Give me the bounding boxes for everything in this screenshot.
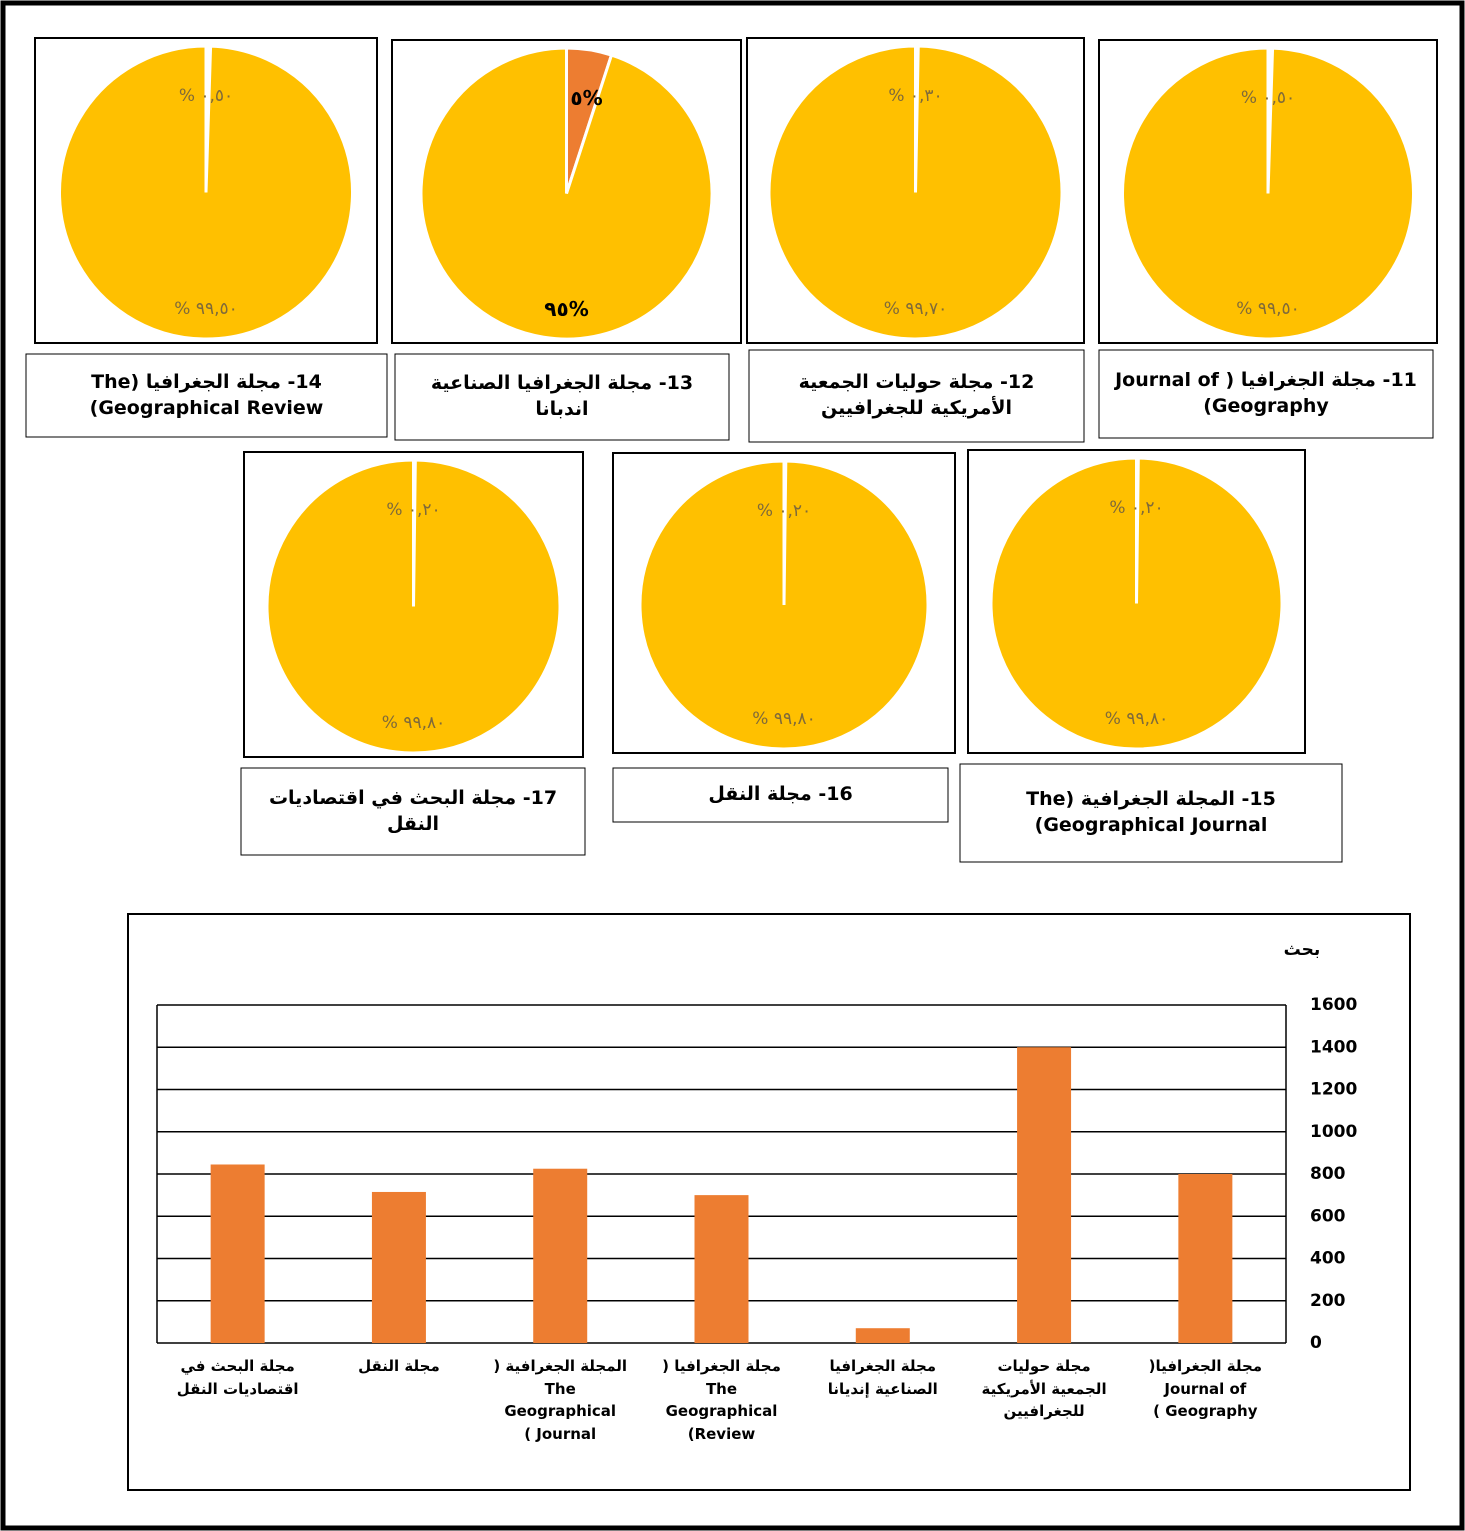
y-tick-label: 400 (1310, 1249, 1346, 1269)
y-tick-label: 200 (1310, 1291, 1346, 1311)
caption-frame (959, 763, 1343, 863)
pie-value-label-box: %٩٥ (544, 297, 589, 321)
pie-value-label-box: ٠,٥٠ % (1240, 87, 1296, 108)
pie-value-label-box: ٩٩,٥٠ % (1236, 298, 1300, 319)
pie-caption-box: 16- مجلة النقل (708, 783, 853, 806)
x-tick-label-box: مجلة الجغرافيا الصناعية إنديانا (827, 1357, 938, 1398)
caption-frame (25, 353, 388, 438)
x-tick-label-box: مجلة البحث في اقتصاديات النقل (176, 1357, 299, 1398)
pie-caption-box: 12- مجلة حوليات الجمعية الأمريكية للجغرا… (798, 371, 1035, 419)
caption-frame (394, 353, 730, 441)
x-tick-label: مجلة البحث في اقتصاديات النقل (176, 1357, 299, 1398)
pie-value-label-box: ٩٩,٥٠ % (174, 298, 238, 319)
bar (371, 1191, 426, 1343)
pie-caption-box: 14- مجلة الجغرافيا (The Geographical Rev… (89, 370, 324, 419)
pie-value-label: ٠,٣٠ % (888, 85, 943, 106)
bar (694, 1195, 749, 1343)
pie-value-label-box: ٠,٣٠ % (888, 85, 943, 106)
pie-value-label: ٩٩,٥٠ % (174, 298, 238, 319)
pie-value-label-box: ٠,٢٠ % (1109, 497, 1164, 518)
pie-value-label: ٠,٢٠ % (756, 500, 812, 521)
caption-frame (240, 767, 586, 856)
pie-value-label-box: ٠,٢٠ % (386, 499, 441, 520)
pie-caption-box: 15- المجلة الجغرافية (The Geographical J… (1026, 788, 1276, 836)
y-tick-label: 1200 (1310, 1080, 1357, 1100)
pie-caption-box: 13- مجلة الجغرافيا الصناعية اندبانا (430, 372, 694, 420)
pie-value-label-box: ٩٩,٨٠ % (752, 708, 816, 729)
bar (1017, 1047, 1072, 1343)
caption-frame (1098, 349, 1434, 439)
pie-caption: 14- مجلة الجغرافيا (The Geographical Rev… (89, 370, 324, 419)
pie-slice (265, 458, 562, 755)
pie-value-label: %٩٥ (544, 297, 589, 321)
x-tick-label-box: مجلة النقل (358, 1357, 440, 1375)
pie-slice (767, 44, 1064, 341)
bar (855, 1328, 910, 1343)
bar (533, 1168, 588, 1343)
pie-caption: 16- مجلة النقل (708, 783, 853, 806)
pie-value-label-box: ٩٩,٨٠ % (381, 712, 446, 733)
pie-slice (989, 456, 1284, 751)
y-tick-label: 600 (1310, 1206, 1346, 1226)
pie-caption: 13- مجلة الجغرافيا الصناعية اندبانا (430, 372, 694, 420)
y-tick-label: 0 (1310, 1333, 1322, 1353)
pie-value-label-box: ٩٩,٨٠ % (1104, 708, 1169, 729)
y-tick-label: 1400 (1310, 1037, 1357, 1057)
pie-value-label: ٩٩,٧٠ % (883, 298, 948, 319)
bar (210, 1164, 265, 1343)
pie-slice (1121, 46, 1415, 341)
pie-value-label: %٥ (570, 86, 603, 110)
pie-slice (638, 459, 930, 751)
pie-value-label: ٩٩,٨٠ % (381, 712, 446, 733)
pie-caption: 11- مجلة الجغرافيا ( Journal of Geograph… (1115, 369, 1417, 417)
pie-value-label: ٩٩,٨٠ % (752, 708, 816, 729)
x-tick-label: مجلة الجغرافيا ( The Geographical Review… (662, 1357, 781, 1443)
pie-value-label-box: ٠,٥٠ % (178, 85, 234, 106)
pie-value-label: ٠,٢٠ % (386, 499, 441, 520)
pie-value-label: ٠,٥٠ % (1240, 87, 1296, 108)
pie-caption-box: 17- مجلة البحث في اقتصاديات النقل (268, 786, 558, 835)
pie-caption: 12- مجلة حوليات الجمعية الأمريكية للجغرا… (798, 371, 1035, 419)
y-tick-label: 800 (1310, 1164, 1346, 1184)
x-tick-label: مجلة الجغرافيا الصناعية إنديانا (827, 1357, 938, 1398)
pie-value-label: ٩٩,٥٠ % (1236, 298, 1300, 319)
y-tick-label: 1000 (1310, 1122, 1357, 1142)
x-tick-label: مجلة النقل (358, 1357, 440, 1375)
pie-caption: 17- مجلة البحث في اقتصاديات النقل (268, 786, 558, 835)
pie-value-label-box: ٩٩,٧٠ % (883, 298, 948, 319)
caption-frame (748, 349, 1085, 443)
y-tick-label: 1600 (1310, 995, 1357, 1015)
pie-value-label-box: %٥ (570, 86, 603, 110)
pie-value-label: ٩٩,٨٠ % (1104, 708, 1169, 729)
x-tick-label-box: المجلة الجغرافية ( The Geographical Jour… (493, 1357, 628, 1443)
y-axis-label: بحث (1284, 940, 1321, 960)
pie-slice (58, 44, 354, 341)
pie-value-label: ٠,٢٠ % (1109, 497, 1164, 518)
pie-value-label-box: ٠,٢٠ % (756, 500, 812, 521)
x-tick-label-box: مجلة الجغرافيا( Journal of Geography ) (1148, 1357, 1263, 1420)
x-tick-label: المجلة الجغرافية ( The Geographical Jour… (493, 1357, 628, 1443)
x-tick-label-box: مجلة الجغرافيا ( The Geographical Review… (662, 1357, 781, 1443)
x-tick-label-box: مجلة حوليات الجمعية الأمريكية للجغرافيين (981, 1357, 1107, 1420)
pie-slice (419, 46, 714, 341)
pie-caption: 15- المجلة الجغرافية (The Geographical J… (1026, 788, 1276, 836)
x-tick-label: مجلة الجغرافيا( Journal of Geography ) (1148, 1357, 1263, 1420)
pie-value-label: ٠,٥٠ % (178, 85, 234, 106)
pie-caption-box: 11- مجلة الجغرافيا ( Journal of Geograph… (1115, 369, 1417, 417)
bar (1178, 1174, 1233, 1343)
caption-frame (612, 767, 949, 823)
x-tick-label: مجلة حوليات الجمعية الأمريكية للجغرافيين (981, 1357, 1107, 1420)
